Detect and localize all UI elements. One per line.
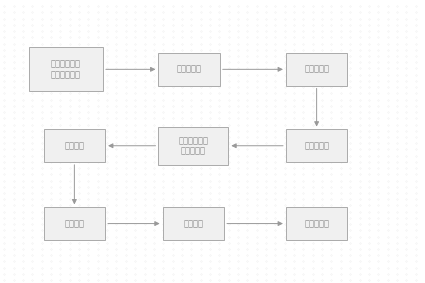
Bar [286, 53, 347, 85]
Text: 冷却、锯样: 冷却、锯样 [304, 219, 329, 228]
Text: 活化剂润透: 活化剂润透 [177, 65, 201, 74]
Text: 碳化木皮: 碳化木皮 [64, 141, 85, 150]
Text: 高温固化: 高温固化 [183, 219, 204, 228]
Bar [43, 207, 105, 240]
Bar [29, 47, 103, 91]
Bar [286, 207, 347, 240]
Text: 速生林木材截
切后蒸化处理: 速生林木材截 切后蒸化处理 [51, 60, 81, 79]
Text: 蒸干或晾干: 蒸干或晾干 [304, 65, 329, 74]
Bar [162, 207, 224, 240]
Text: 再次均匀胶之
木皮的宽度: 再次均匀胶之 木皮的宽度 [178, 136, 208, 155]
Text: 木皮的胚干: 木皮的胚干 [304, 141, 329, 150]
Bar [43, 130, 105, 162]
Text: 高压成型: 高压成型 [64, 219, 85, 228]
Bar [158, 127, 229, 165]
Bar [158, 53, 220, 85]
Bar [286, 130, 347, 162]
